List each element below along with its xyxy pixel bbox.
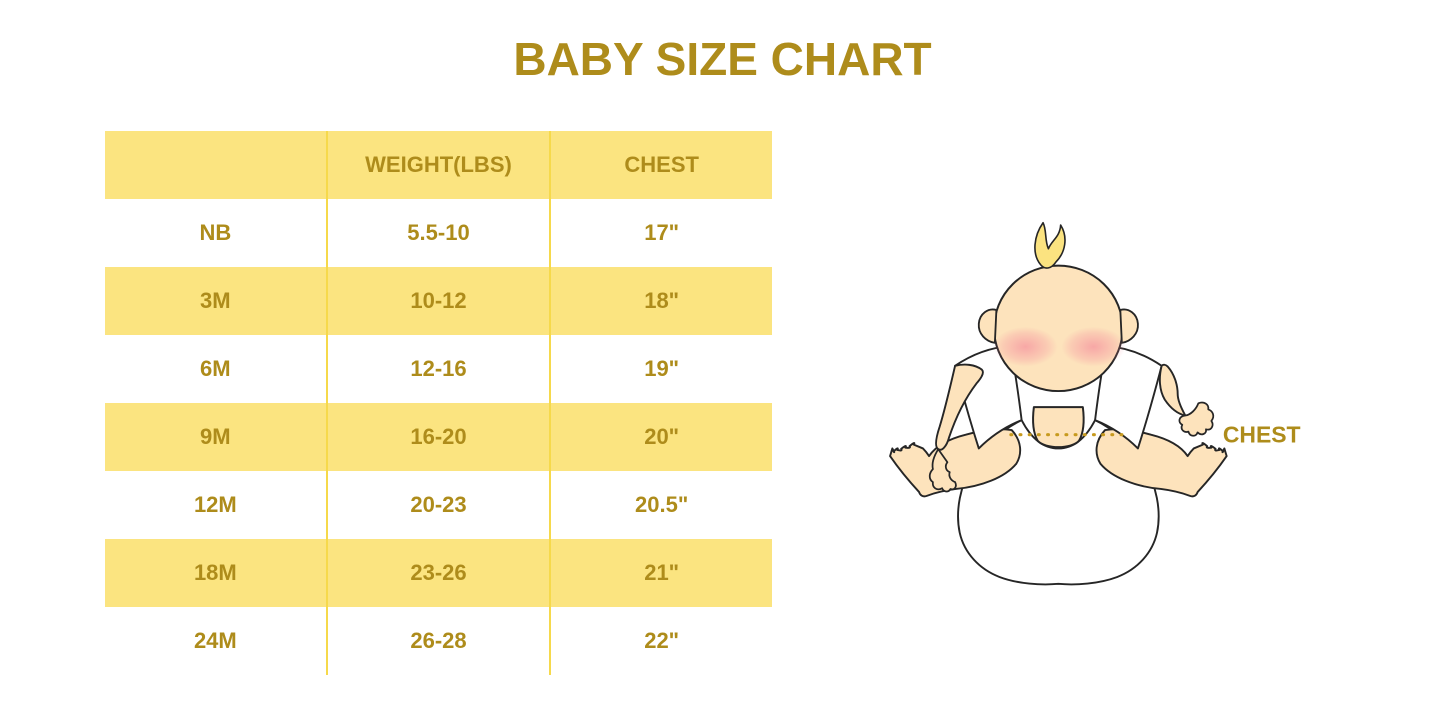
svg-text:CHEST: CHEST <box>1223 421 1301 447</box>
